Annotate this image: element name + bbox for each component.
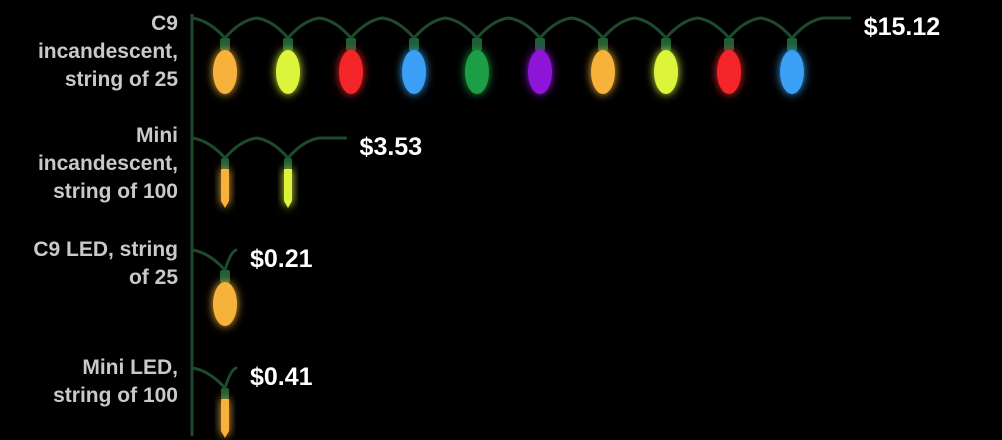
bulb-socket [787,38,797,51]
bulb-socket [409,38,419,51]
bulb-glass [465,50,489,94]
wire-bar [190,248,238,273]
bulb-socket [661,38,671,51]
bulb [717,38,741,94]
bulb [213,270,237,326]
category-label: string of 100 [53,384,178,407]
chart-row: $0.41 Mini LED, string of 100 [53,356,313,438]
value-label: $15.12 [864,13,940,41]
chart-row: $3.53 Mini incandescent, string of 100 [38,124,422,208]
bulb [402,38,426,94]
bulb-socket [535,38,545,51]
bulb-socket [221,158,229,169]
category-label: C9 [151,12,178,35]
bulb [654,38,678,94]
wire-bar [190,366,238,391]
bulb-socket [220,38,230,51]
bulb-socket [220,270,230,283]
bulb [339,38,363,94]
bulb-socket [724,38,734,51]
bulb-glass [591,50,615,94]
bulb [221,158,229,208]
bulb-socket [346,38,356,51]
value-label: $0.21 [250,245,313,273]
bulb-glass [339,50,363,94]
bulb-glass [780,50,804,94]
bulb [465,38,489,94]
bulb-glass [402,50,426,94]
category-label: C9 LED, string [33,238,178,261]
bulb [591,38,615,94]
bulb [780,38,804,94]
category-label: of 25 [129,266,178,289]
bulb-glass [717,50,741,94]
bulb-glass [221,169,229,208]
bulb-socket [283,38,293,51]
bulb-glass [276,50,300,94]
category-label: Mini [136,124,178,147]
bulb-socket [221,388,229,399]
bulb [528,38,552,94]
chart-row: $15.12 C9 incandescent, string of 25 [38,12,940,94]
bulb [213,38,237,94]
category-label: string of 100 [53,180,178,203]
category-label: incandescent, [38,40,178,63]
category-label: string of 25 [65,68,179,91]
bulb-glass [528,50,552,94]
bulb-glass [213,282,237,326]
bulb-socket [284,158,292,169]
bulb-glass [284,169,292,208]
bulb [276,38,300,94]
category-label: Mini LED, [82,356,178,379]
bulb-glass [654,50,678,94]
value-label: $3.53 [360,133,423,161]
value-label: $0.41 [250,363,313,391]
bulb-socket [472,38,482,51]
category-label: incandescent, [38,152,178,175]
bulb-socket [598,38,608,51]
bulb-glass [213,50,237,94]
bulb [221,388,229,438]
wire-bar [190,16,852,41]
bulb-glass [221,399,229,438]
wire-bar [190,136,348,161]
bulb [284,158,292,208]
chart-row: $0.21 C9 LED, string of 25 [33,238,313,326]
